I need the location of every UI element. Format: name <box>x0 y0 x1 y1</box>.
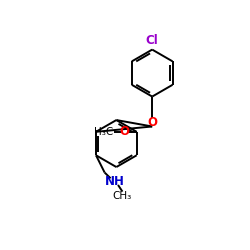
Text: H₃C: H₃C <box>94 127 114 137</box>
Text: Cl: Cl <box>146 34 158 47</box>
Text: CH₃: CH₃ <box>113 191 132 201</box>
Text: O: O <box>147 116 157 128</box>
Text: O: O <box>119 125 129 138</box>
Text: NH: NH <box>105 175 125 188</box>
